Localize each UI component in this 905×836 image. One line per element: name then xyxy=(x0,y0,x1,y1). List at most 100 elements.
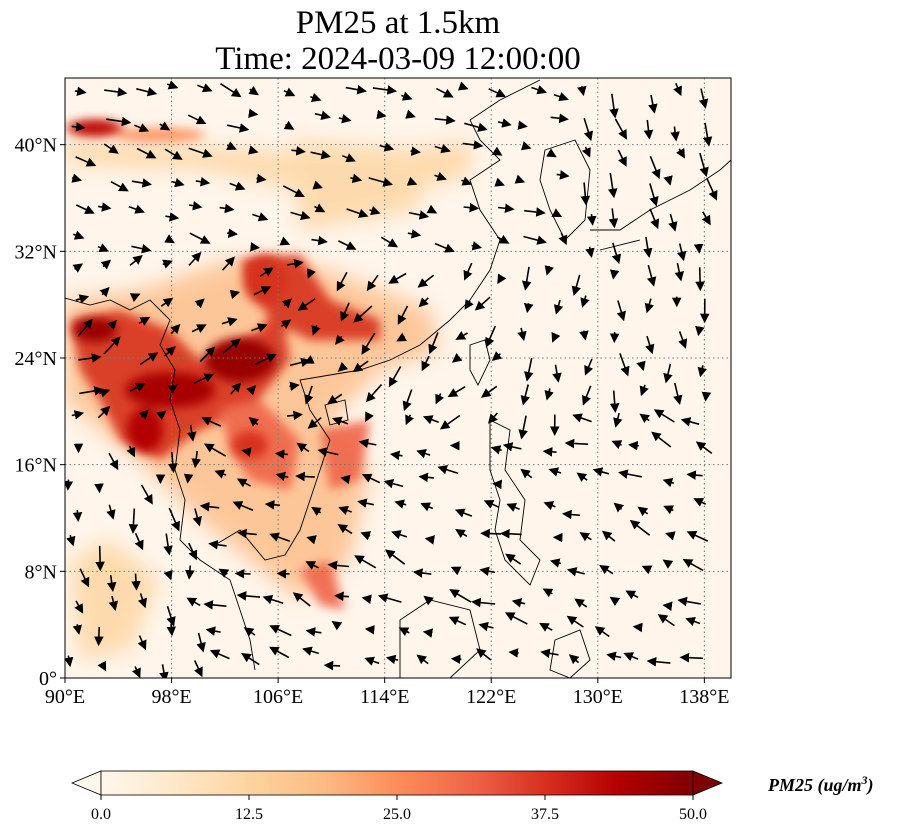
wind-arrow xyxy=(639,384,649,397)
coastline-japan xyxy=(590,159,731,251)
wind-arrow xyxy=(645,335,655,355)
map-title-line-2: Time: 2024-03-09 12:00:00 xyxy=(215,41,581,77)
wind-arrow xyxy=(137,635,147,651)
wind-arrow xyxy=(65,479,74,491)
wind-arrow xyxy=(323,660,341,671)
wind-arrow xyxy=(644,298,654,314)
wind-arrow xyxy=(103,143,119,154)
wind-arrow xyxy=(306,535,317,545)
wind-arrow xyxy=(275,471,289,482)
wind-arrow xyxy=(66,534,76,547)
wind-arrow xyxy=(166,623,177,637)
wind-arrow xyxy=(592,467,610,477)
wind-arrow xyxy=(269,646,290,659)
wind-arrow xyxy=(160,297,174,308)
wind-arrow xyxy=(611,242,622,265)
wind-arrow xyxy=(170,323,181,335)
wind-arrow xyxy=(576,472,588,482)
wind-arrow xyxy=(214,469,227,479)
wind-arrow xyxy=(455,528,468,539)
wind-arrow xyxy=(402,389,413,412)
wind-arrow xyxy=(594,626,610,638)
wind-arrow xyxy=(506,503,520,512)
wind-arrow xyxy=(219,203,235,214)
wind-arrow xyxy=(128,204,145,214)
wind-arrow xyxy=(248,85,259,96)
wind-arrow xyxy=(514,174,526,184)
wind-arrow xyxy=(281,298,292,309)
wind-arrow xyxy=(345,84,367,95)
wind-arrow xyxy=(668,213,678,232)
wind-arrow xyxy=(585,246,595,258)
wind-arrow xyxy=(296,442,310,453)
wind-arrow xyxy=(454,508,473,518)
wind-arrow xyxy=(193,373,215,384)
wind-arrow xyxy=(497,273,507,285)
latitude-tick-label: 32°N xyxy=(15,241,57,263)
wind-arrow xyxy=(264,500,281,510)
wind-arrow xyxy=(352,360,369,373)
wind-arrow xyxy=(539,622,553,632)
wind-arrow xyxy=(517,120,528,130)
wind-arrow xyxy=(618,469,642,479)
wind-arrow xyxy=(471,241,483,251)
wind-arrow xyxy=(199,346,216,363)
coastline-korea xyxy=(539,139,591,241)
wind-arrow xyxy=(186,597,201,607)
wind-arrow xyxy=(269,625,292,637)
coastline-sulawesi xyxy=(549,629,591,678)
wind-arrow xyxy=(562,509,581,520)
map-frame xyxy=(64,77,732,679)
wind-arrow xyxy=(167,384,178,394)
wind-arrow xyxy=(191,324,207,333)
wind-arrow xyxy=(163,569,173,581)
wind-arrow xyxy=(649,183,659,207)
wind-arrow xyxy=(542,447,557,457)
wind-arrow xyxy=(439,414,461,430)
wind-arrow xyxy=(682,559,704,572)
wind-arrow xyxy=(361,594,372,604)
wind-arrow xyxy=(218,568,230,578)
wind-arrow xyxy=(365,411,374,423)
wind-arrow xyxy=(205,626,221,636)
wind-arrow xyxy=(478,621,494,632)
wind-arrow xyxy=(250,242,261,252)
wind-arrow xyxy=(676,243,687,262)
wind-arrow xyxy=(577,85,587,97)
wind-arrow xyxy=(520,384,530,406)
wind-arrow xyxy=(436,87,454,98)
wind-arrow xyxy=(159,121,171,131)
wind-arrow xyxy=(663,175,673,186)
wind-arrow xyxy=(637,506,649,517)
wind-arrow xyxy=(405,414,415,426)
wind-arrow xyxy=(71,122,86,132)
colorbar-tick-label: 50.0 xyxy=(679,806,707,823)
wind-arrow xyxy=(606,651,622,662)
colorbar-gradient xyxy=(100,770,694,796)
wind-arrow xyxy=(74,600,84,614)
wind-arrow xyxy=(420,502,434,512)
wind-arrow xyxy=(97,405,111,419)
wind-arrow xyxy=(504,612,528,625)
wind-arrow xyxy=(220,83,242,98)
latitude-tick-label: 40°N xyxy=(15,135,57,157)
wind-arrow xyxy=(165,212,180,222)
wind-arrow xyxy=(189,232,211,244)
wind-arrow xyxy=(241,447,252,457)
wind-arrow xyxy=(71,173,82,183)
wind-arrow xyxy=(416,449,431,459)
wind-arrow xyxy=(129,383,146,392)
longitude-tick-label: 106°E xyxy=(253,686,303,708)
wind-arrow xyxy=(314,203,326,213)
wind-arrow xyxy=(497,234,510,244)
wind-arrow xyxy=(418,472,434,483)
wind-arrow xyxy=(464,299,474,310)
wind-arrow xyxy=(187,114,207,125)
wind-arrow xyxy=(434,171,447,181)
wind-arrow xyxy=(106,504,116,520)
wind-arrow xyxy=(372,85,397,95)
wind-arrow xyxy=(134,123,150,133)
wind-arrow xyxy=(511,598,526,608)
wind-arrow xyxy=(280,319,292,329)
